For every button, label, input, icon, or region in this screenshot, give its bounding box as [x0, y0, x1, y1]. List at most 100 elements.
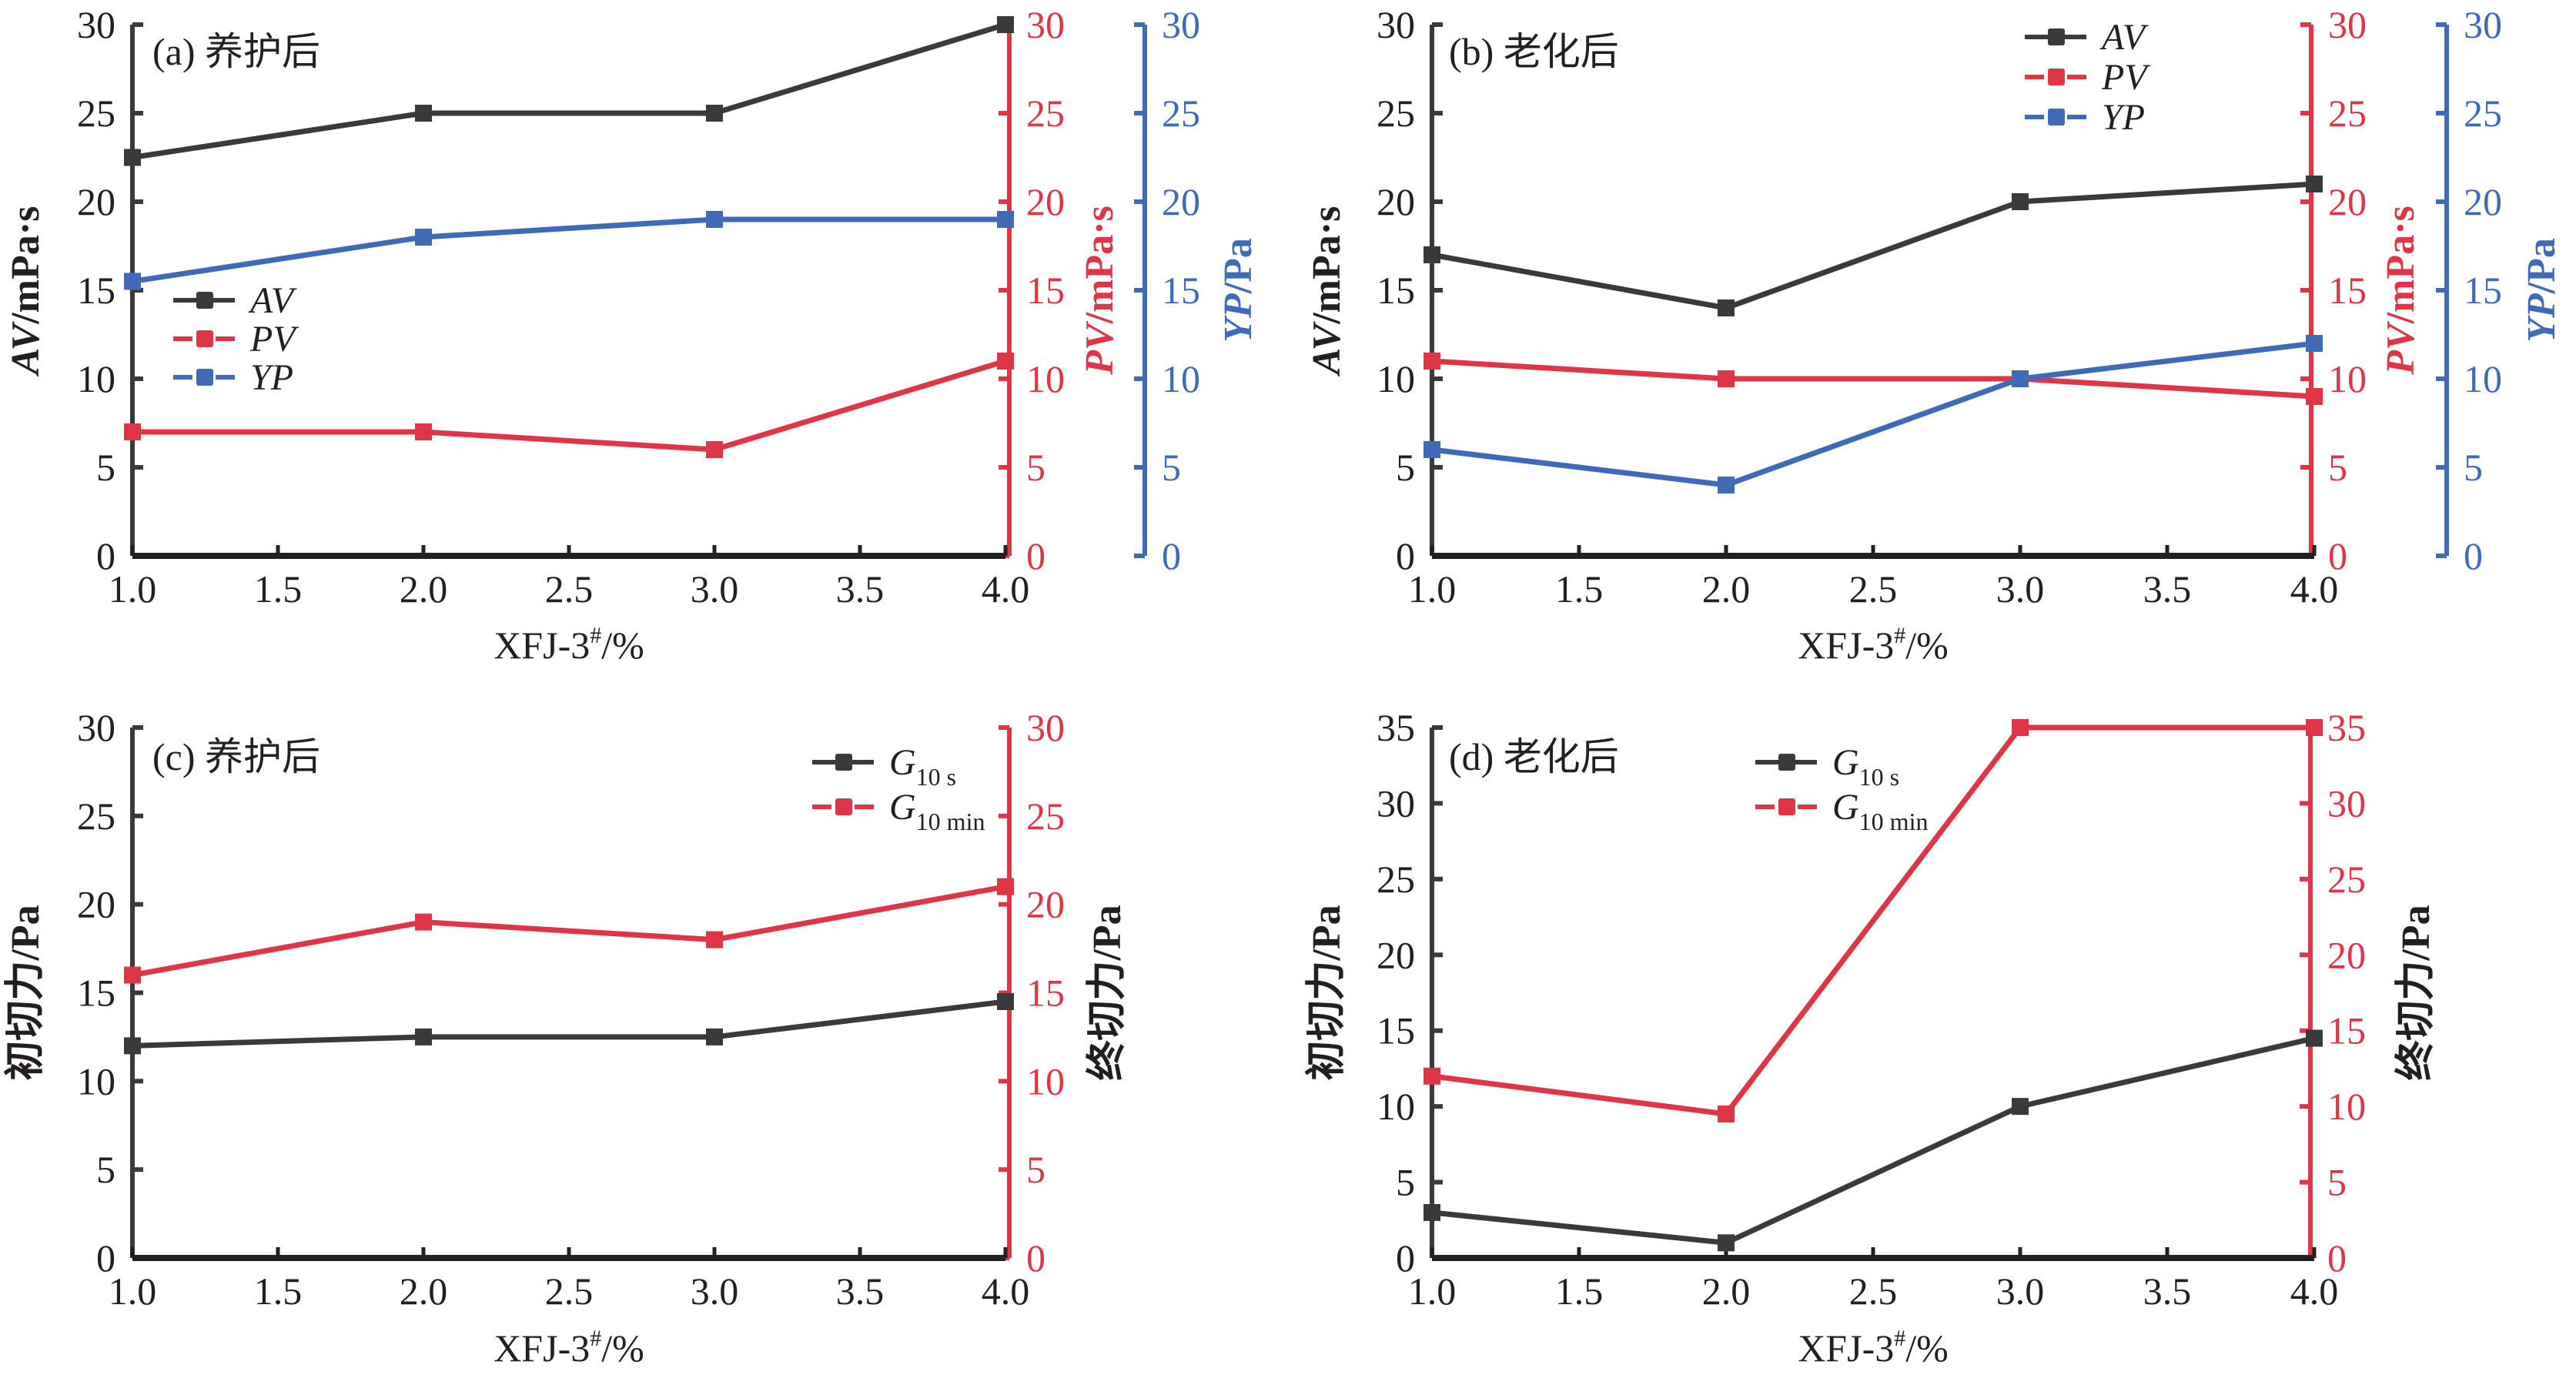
x-tick-label: 3.0 — [1996, 1270, 2045, 1313]
data-point-AV — [1718, 299, 1735, 316]
x-axis-title: XFJ-3#/% — [1798, 1326, 1949, 1370]
left-y-tick-label: 0 — [1396, 534, 1415, 577]
right1-y-axis-title: PV/mPa·s — [2379, 206, 2423, 376]
right1-y-tick-label: 15 — [2327, 1009, 2366, 1052]
data-point-YP — [2306, 335, 2323, 352]
left-y-tick-label: 35 — [1377, 706, 1415, 749]
right2-y-tick-label: 5 — [1162, 446, 1181, 489]
data-point-PV — [124, 423, 141, 440]
x-tick-label: 2.5 — [545, 1270, 594, 1313]
legend-marker — [196, 330, 213, 347]
right1-y-tick-label: 30 — [2328, 3, 2367, 46]
right1-y-tick-label: 30 — [1026, 706, 1065, 749]
left-y-axis-title-text: AV/mPa·s — [1305, 206, 1349, 377]
right2-y-tick-label: 30 — [1162, 3, 1200, 46]
left-y-tick-label: 25 — [1377, 92, 1415, 135]
left-y-axis-title: AV/mPa·s — [4, 206, 48, 377]
series-line-G10-min — [132, 884, 1006, 978]
data-point-G10-min — [124, 966, 141, 984]
legend-marker — [2048, 69, 2065, 85]
legend-marker — [2048, 28, 2065, 45]
left-y-tick-label: 10 — [77, 1059, 115, 1102]
x-axis-title: XFJ-3#/% — [493, 1326, 644, 1370]
right2-y-axis-title-text: YP/Pa — [2520, 238, 2564, 343]
left-y-axis-title-text: 初切力/Pa — [1304, 905, 1349, 1080]
data-point-G10-s — [124, 1037, 141, 1055]
right1-y-axis-title: PV/mPa·s — [1078, 206, 1122, 376]
data-point-AV — [997, 16, 1014, 33]
data-point-G10-s — [1423, 1203, 1440, 1221]
data-point-AV — [2306, 176, 2323, 192]
right2-y-tick-label: 15 — [2464, 269, 2502, 312]
series-line-G10-s — [1431, 1035, 2315, 1246]
data-point-G10-min — [2306, 719, 2323, 736]
legend-label: G10 min — [889, 787, 985, 835]
series-line-PV — [1431, 358, 2315, 400]
right1-y-tick-label: 15 — [1026, 269, 1065, 312]
left-y-tick-label: 5 — [1396, 1161, 1415, 1204]
x-tick-label: 1.0 — [1408, 567, 1457, 611]
panel-c: 0 5 10 15 20 25 30 初切力/Pa 0 5 10 15 20 25 30 终切力/Pa 1.0 1… — [3, 706, 1129, 1370]
data-point-G10-s — [706, 1028, 723, 1045]
x-tick-label: 2.5 — [1849, 567, 1898, 611]
left-y-tick-label: 20 — [77, 883, 115, 926]
right1-y-tick-label: 5 — [1026, 446, 1045, 489]
left-y-tick-label: 20 — [1377, 933, 1415, 976]
x-tick-label: 4.0 — [982, 1270, 1030, 1313]
left-y-tick-label: 15 — [77, 972, 115, 1015]
panel-label: (a) 养护后 — [152, 30, 320, 73]
series-line-YP — [1431, 340, 2315, 488]
x-tick-label: 4.0 — [982, 567, 1030, 611]
right1-y-tick-label: 0 — [2328, 534, 2347, 577]
legend-label: G10 min — [1832, 787, 1928, 835]
right1-y-axis-title-text: 终切力/Pa — [1085, 905, 1129, 1080]
left-y-tick-label: 30 — [77, 3, 115, 46]
legend-marker — [196, 369, 213, 386]
right2-y-axis-title-text: YP/Pa — [1216, 238, 1260, 343]
right1-y-tick-label: 0 — [2327, 1236, 2347, 1280]
right1-y-axis-title-text: 终切力/Pa — [2394, 905, 2438, 1080]
right1-y-tick-label: 20 — [1026, 180, 1065, 223]
data-point-YP — [2012, 370, 2029, 387]
x-tick-label: 3.0 — [1996, 567, 2045, 611]
x-tick-label: 2.0 — [1702, 567, 1751, 611]
panel-b: 0 5 10 15 20 25 30 AV/mPa·s 0 5 10 15 20 25 30 PV/mPa·s… — [1305, 3, 2564, 667]
right2-y-tick-label: 25 — [1162, 92, 1200, 135]
legend-label: YP — [2102, 97, 2145, 138]
right1-y-tick-label: 25 — [2328, 92, 2367, 135]
right2-y-tick-label: 10 — [2464, 357, 2502, 400]
right1-y-tick-label: 15 — [1026, 972, 1065, 1015]
data-point-PV — [706, 441, 723, 458]
x-axis-title: XFJ-3#/% — [1798, 623, 1949, 667]
data-point-G10-min — [1718, 1105, 1735, 1122]
right2-y-axis-title: YP/Pa — [1216, 238, 1260, 343]
left-y-tick-label: 0 — [1396, 1236, 1415, 1280]
left-y-tick-label: 20 — [1377, 180, 1415, 223]
legend-marker — [196, 292, 213, 309]
x-tick-label: 1.5 — [1555, 567, 1604, 611]
legend-marker — [2048, 109, 2065, 125]
x-axis-title: XFJ-3#/% — [493, 623, 644, 667]
data-point-G10-min — [2012, 719, 2029, 736]
data-point-YP — [706, 211, 723, 228]
left-y-tick-label: 25 — [77, 92, 115, 135]
left-y-tick-label: 5 — [96, 446, 115, 489]
series-line-AV — [1431, 181, 2315, 311]
data-point-PV — [415, 423, 432, 440]
right1-y-tick-label: 20 — [1026, 883, 1065, 926]
panel-a: 0 5 10 15 20 25 30 AV/mPa·s 0 5 10 15 20 25 30 PV/mPa·s… — [4, 3, 1260, 667]
panel-label: (b) 老化后 — [1449, 30, 1619, 73]
left-y-tick-label: 10 — [1377, 357, 1415, 400]
data-point-G10-s — [2012, 1098, 2029, 1116]
left-y-tick-label: 15 — [77, 269, 115, 312]
panel-d: 0 5 10 15 20 25 30 35 初切力/Pa 0 5 10 15 20 25 30 35 终切力/Pa… — [1304, 706, 2438, 1370]
right2-y-tick-label: 5 — [2464, 446, 2483, 489]
data-point-G10-s — [2306, 1029, 2323, 1047]
legend-marker — [835, 798, 852, 815]
data-point-AV — [2012, 193, 2029, 210]
data-point-YP — [997, 211, 1014, 228]
legend-label: PV — [2101, 57, 2150, 98]
series-line-YP — [132, 216, 1005, 284]
